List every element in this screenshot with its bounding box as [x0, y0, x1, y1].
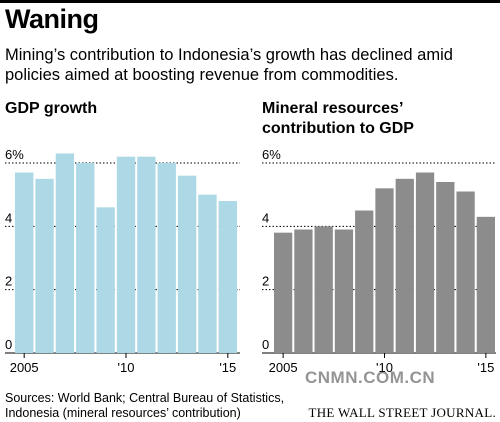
- watermark: CNMN.COM.CN: [305, 368, 436, 387]
- top-rule: [0, 0, 500, 3]
- gdp-x-tick-label: '15: [219, 360, 236, 375]
- gdp-y-tick-label: 0: [5, 337, 12, 352]
- gdp-growth-chart: 0 2 4 6% 2005 '10 '15: [5, 147, 240, 375]
- gdp-bar: [116, 156, 136, 353]
- gdp-bar: [157, 163, 176, 353]
- gdp-x-tick-label: '10: [118, 360, 135, 375]
- gdp-bar: [15, 172, 34, 353]
- gdp-bar: [55, 153, 75, 353]
- mineral-bar: [415, 172, 435, 353]
- mineral-x-tick-label: 2005: [269, 360, 298, 375]
- gdp-bar: [137, 156, 156, 353]
- gdp-bar: [218, 201, 237, 353]
- mineral-y-tick-label: 2: [262, 274, 269, 289]
- gdp-y-tick-label: 6%: [5, 147, 24, 162]
- gdp-chart-title: GDP growth: [5, 100, 98, 117]
- mineral-contribution-chart: 0 2 4 6% 2005 '10 '15: [262, 147, 496, 375]
- subtitle: Mining’s contribution to Indonesia’s gro…: [5, 46, 453, 84]
- mineral-x-tick-label: '10: [376, 360, 393, 375]
- mineral-bar: [456, 191, 475, 353]
- gdp-bar: [96, 207, 115, 353]
- mineral-bar: [274, 232, 293, 353]
- mineral-bar: [334, 229, 354, 353]
- mineral-bar: [314, 226, 333, 353]
- mineral-y-tick-label: 0: [262, 337, 269, 352]
- mineral-bar: [294, 229, 313, 353]
- headline: Waning: [5, 4, 99, 34]
- mineral-bar: [375, 188, 394, 353]
- publisher-logo: THE WALL STREET JOURNAL.: [308, 405, 496, 420]
- mineral-x-tick-label: '15: [477, 360, 494, 375]
- mineral-bar: [395, 178, 414, 353]
- gdp-bar: [76, 163, 95, 353]
- gdp-y-tick-label: 4: [5, 210, 12, 225]
- mineral-y-tick-label: 6%: [262, 147, 281, 162]
- gdp-x-tick-label: 2005: [10, 360, 39, 375]
- mineral-chart-title: Mineral resources’ contribution to GDP: [262, 100, 414, 137]
- gdp-y-tick-label: 2: [5, 274, 12, 289]
- gdp-bar: [35, 178, 54, 353]
- mineral-bar: [355, 210, 374, 353]
- source-note: Sources: World Bank; Central Bureau of S…: [5, 391, 285, 420]
- mineral-bar: [436, 182, 455, 353]
- gdp-bar: [198, 194, 217, 353]
- gdp-bar: [177, 175, 197, 353]
- mineral-bar: [476, 216, 495, 353]
- mineral-y-tick-label: 4: [262, 210, 269, 225]
